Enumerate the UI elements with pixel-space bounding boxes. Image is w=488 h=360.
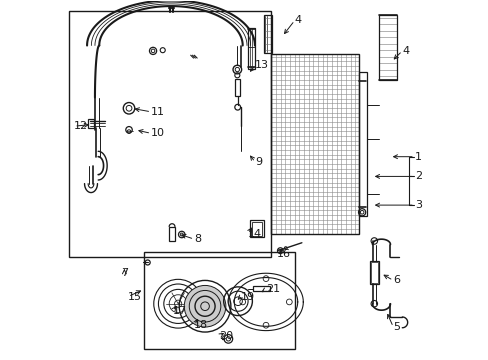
Bar: [359, 72, 366, 216]
Text: 1: 1: [414, 152, 421, 162]
Text: 6: 6: [392, 275, 400, 285]
Text: 3: 3: [414, 200, 421, 210]
Text: 21: 21: [265, 284, 280, 294]
Text: 2: 2: [414, 171, 421, 181]
Text: 14: 14: [247, 229, 262, 239]
Text: 4: 4: [402, 46, 408, 56]
Bar: [271, 54, 359, 234]
Bar: [253, 286, 269, 291]
Text: 15: 15: [128, 292, 142, 302]
Circle shape: [184, 285, 225, 327]
Bar: [144, 252, 294, 348]
Bar: [247, 28, 254, 69]
Bar: [369, 261, 378, 284]
Bar: [235, 78, 240, 96]
Bar: [69, 12, 271, 257]
Text: 20: 20: [219, 331, 233, 341]
Text: 5: 5: [392, 322, 400, 332]
Text: 13: 13: [255, 60, 269, 70]
Text: 10: 10: [151, 129, 165, 138]
Bar: [169, 226, 175, 241]
Bar: [251, 222, 262, 235]
Bar: [249, 220, 264, 237]
Bar: [88, 119, 94, 128]
Text: 11: 11: [151, 107, 165, 117]
Text: 18: 18: [194, 320, 208, 330]
Text: 7: 7: [121, 268, 128, 278]
Bar: [370, 262, 377, 283]
Bar: [378, 15, 396, 80]
Text: 17: 17: [172, 306, 186, 316]
Bar: [264, 15, 271, 53]
Text: 4: 4: [294, 15, 301, 26]
Text: 19: 19: [241, 292, 255, 302]
Text: 12: 12: [74, 121, 88, 131]
Text: 9: 9: [255, 157, 262, 167]
Text: 16: 16: [276, 248, 290, 258]
Text: 8: 8: [194, 234, 201, 244]
